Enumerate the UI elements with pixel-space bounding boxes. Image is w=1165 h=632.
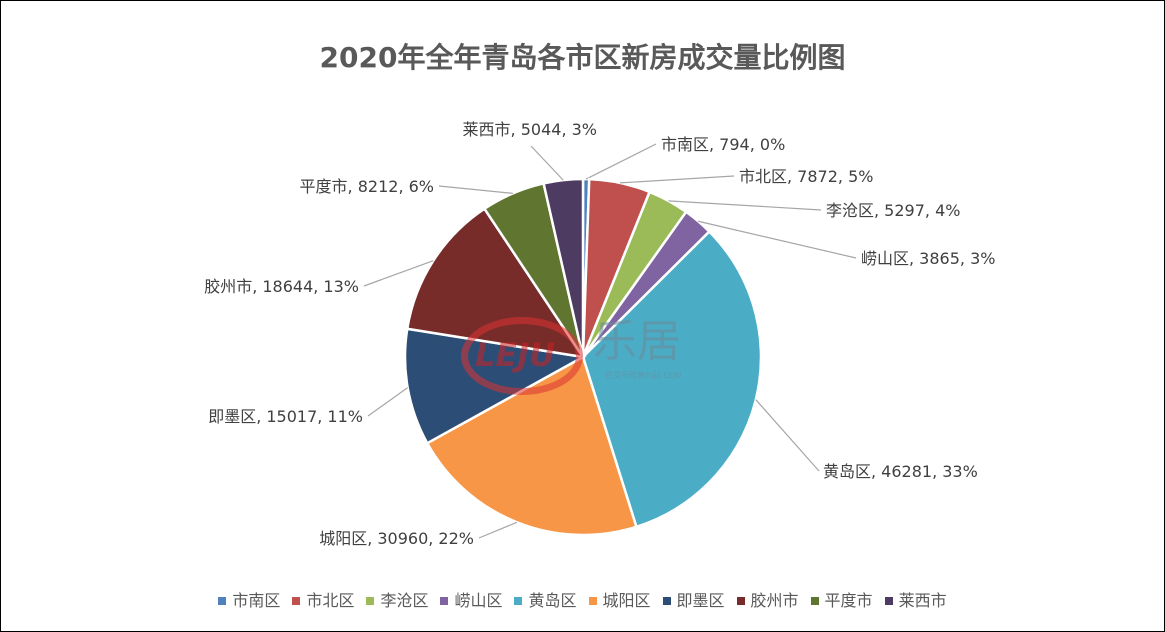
leader-line-1 <box>619 175 735 184</box>
legend-item: 平度市 <box>810 591 873 611</box>
data-label-3: 崂山区, 3865, 3% <box>861 249 995 268</box>
leader-line-7 <box>363 260 434 287</box>
pie-slice-5 <box>425 355 638 537</box>
data-label-7: 胶州市, 18644, 13% <box>204 277 359 296</box>
legend-label: 莱西市 <box>898 591 947 610</box>
data-label-6: 即墨区, 15017, 11% <box>208 407 363 426</box>
legend-label: 李沧区 <box>380 591 429 610</box>
legend-swatch <box>292 597 301 605</box>
legend-swatch <box>736 597 745 605</box>
leader-line-4 <box>755 399 820 472</box>
leader-line-9 <box>530 145 564 181</box>
data-label-8: 平度市, 8212, 6% <box>300 177 434 196</box>
pie-slice-4 <box>581 229 763 529</box>
legend-swatch <box>440 597 449 605</box>
legend-item: 李沧区 <box>366 591 428 611</box>
legend-swatch <box>588 597 597 605</box>
legend-item: 城阳区 <box>588 591 651 611</box>
leader-line-0 <box>585 143 657 180</box>
leader-line-2 <box>668 200 822 211</box>
legend-item: 市北区 <box>292 591 354 611</box>
legend-swatch <box>218 597 227 605</box>
data-label-5: 城阳区, 30960, 22% <box>319 529 474 548</box>
legend-item: 胶州市 <box>736 591 799 611</box>
legend-item: 黄岛区 <box>514 591 577 611</box>
leader-line-8 <box>438 185 513 194</box>
legend-label: 市北区 <box>306 591 355 610</box>
leader-line-5 <box>478 521 518 539</box>
legend-label: 胶州市 <box>750 591 799 610</box>
legend-swatch <box>514 597 523 605</box>
legend-label: 即墨区 <box>676 591 725 610</box>
data-label-1: 市北区, 7872, 5% <box>739 167 873 186</box>
data-label-0: 市南区, 794, 0% <box>661 135 785 154</box>
legend-label: 黄岛区 <box>528 591 577 610</box>
data-label-4: 黄岛区, 46281, 33% <box>823 462 978 481</box>
pie-slice-9 <box>542 177 585 358</box>
legend-swatch <box>662 597 671 605</box>
legend-label: 崂山区 <box>454 591 503 610</box>
legend-swatch <box>884 597 893 605</box>
legend-item: 莱西市 <box>884 591 947 611</box>
legend-label: 城阳区 <box>602 591 651 610</box>
legend-label: 市南区 <box>232 591 281 610</box>
legend-swatch <box>366 597 375 605</box>
legend-swatch <box>810 597 819 605</box>
leader-line-3 <box>697 220 857 259</box>
data-label-2: 李沧区, 5297, 4% <box>826 201 960 220</box>
pie-slice-6 <box>403 327 587 445</box>
data-label-9: 莱西市, 5044, 3% <box>463 120 597 139</box>
legend-item: 市南区 <box>218 591 280 611</box>
legend-item: 崂山区 <box>440 591 502 611</box>
legend-item: 即墨区 <box>662 591 725 611</box>
legend-label: 平度市 <box>824 591 873 610</box>
legend: 市南区 市北区 李沧区 崂山区 黄岛区 城阳区 即墨区 胶州市 平度市 莱西市 <box>1 591 1164 611</box>
chart-title: 2020年全年青岛各市区新房成交量比例图 <box>319 41 846 74</box>
leader-line-6 <box>367 387 409 417</box>
